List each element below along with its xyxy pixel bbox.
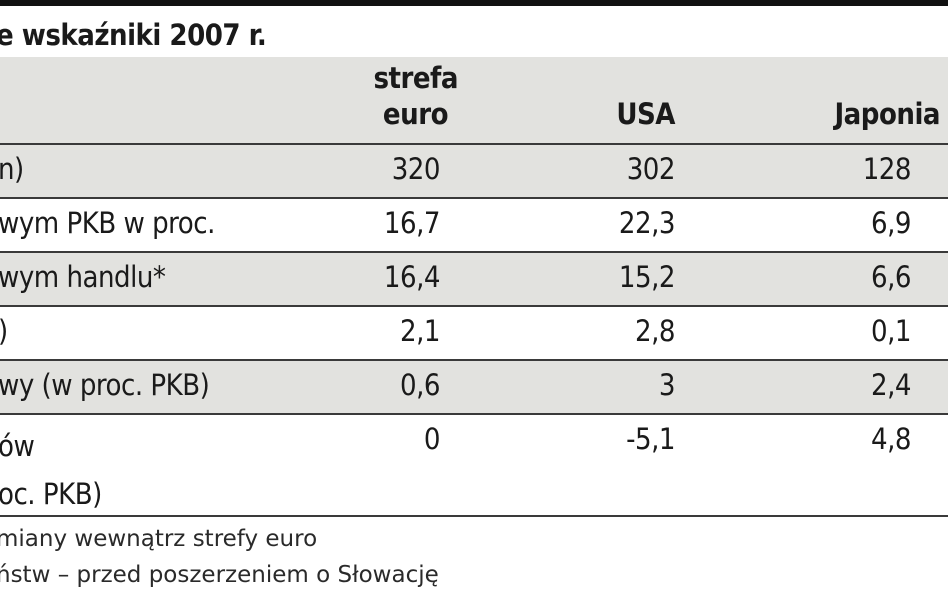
footnote: ństw – przed poszerzeniem o Słowację (0, 562, 439, 588)
cell-eurozone: 320 (391, 152, 441, 186)
table-row: n) 320 302 128 (0, 143, 948, 197)
row-label: wym handlu* (0, 260, 166, 294)
table-body: n) 320 302 128 wym PKB w proc. 16,7 22,3… (0, 143, 948, 515)
cell-japan: 128 (862, 152, 912, 186)
cell-eurozone: 16,7 (383, 206, 441, 240)
cell-usa: -5,1 (626, 422, 675, 456)
table-header: strefa euro USA Japonia (0, 57, 948, 143)
cell-usa: 15,2 (618, 260, 676, 294)
cell-eurozone: 0 (423, 422, 441, 456)
cell-usa: 3 (658, 368, 676, 402)
row-label: ) (0, 314, 8, 348)
cell-japan: 6,9 (871, 206, 911, 240)
row-label: wym PKB w proc. (0, 206, 215, 240)
table-row: wy (w proc. PKB) 0,6 3 2,4 (0, 359, 948, 413)
table-row: ów oc. PKB) 0 -5,1 4,8 (0, 413, 948, 515)
table-bottom-rule (0, 515, 948, 517)
column-header-usa: USA (616, 97, 675, 131)
cell-japan: 0,1 (871, 314, 911, 348)
cell-usa: 2,8 (635, 314, 675, 348)
column-header-eurozone: strefa euro (373, 60, 458, 132)
column-header-eurozone-line1: strefa (373, 61, 458, 95)
table-row: ) 2,1 2,8 0,1 (0, 305, 948, 359)
cell-eurozone: 2,1 (400, 314, 440, 348)
cell-eurozone: 0,6 (400, 368, 440, 402)
row-label: n) (0, 152, 24, 186)
cell-usa: 22,3 (618, 206, 676, 240)
row-label: wy (w proc. PKB) (0, 368, 210, 402)
cell-japan: 6,6 (871, 260, 911, 294)
column-header-eurozone-line2: euro (382, 97, 449, 131)
table-row: wym handlu* 16,4 15,2 6,6 (0, 251, 948, 305)
cell-japan: 4,8 (871, 422, 911, 456)
cell-japan: 2,4 (871, 368, 911, 402)
row-label-line1: ów (0, 429, 35, 463)
table-title: e wskaźniki 2007 r. (0, 18, 267, 52)
row-label: ów oc. PKB) (0, 422, 102, 518)
footnote: miany wewnątrz strefy euro (0, 526, 318, 552)
row-label-line2: oc. PKB) (0, 477, 102, 511)
cell-eurozone: 16,4 (383, 260, 441, 294)
cell-usa: 302 (626, 152, 676, 186)
top-bar (0, 0, 948, 6)
column-header-japan: Japonia (834, 97, 940, 131)
table-row: wym PKB w proc. 16,7 22,3 6,9 (0, 197, 948, 251)
